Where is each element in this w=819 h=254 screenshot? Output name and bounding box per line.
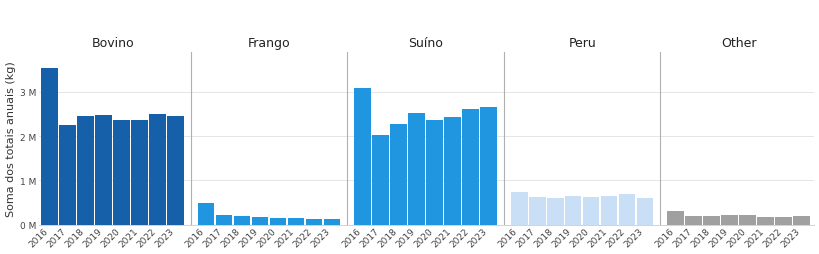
Bar xyxy=(618,195,635,225)
Text: Bovino: Bovino xyxy=(91,37,133,50)
Bar xyxy=(41,68,58,225)
Bar xyxy=(197,203,215,225)
Bar xyxy=(354,89,370,225)
Bar xyxy=(757,217,773,225)
Bar xyxy=(113,120,129,225)
Bar xyxy=(667,211,683,225)
Bar xyxy=(426,121,442,225)
Bar xyxy=(582,197,599,225)
Bar xyxy=(528,197,545,225)
Bar xyxy=(77,117,94,225)
Bar xyxy=(372,136,388,225)
Bar xyxy=(739,215,755,225)
Bar xyxy=(390,125,406,225)
Bar xyxy=(251,218,268,225)
Bar xyxy=(95,116,111,225)
Bar xyxy=(793,216,809,225)
Bar xyxy=(269,218,286,225)
Bar xyxy=(546,198,563,225)
Bar xyxy=(685,216,701,225)
Bar xyxy=(305,219,322,225)
Bar xyxy=(775,217,791,225)
Bar xyxy=(324,219,340,225)
Bar xyxy=(59,125,76,225)
Text: Frango: Frango xyxy=(247,37,290,50)
Bar xyxy=(287,218,304,225)
Bar xyxy=(408,114,424,225)
Bar xyxy=(564,196,581,225)
Bar xyxy=(233,216,250,225)
Text: Suíno: Suíno xyxy=(408,37,442,50)
Bar xyxy=(510,192,527,225)
Bar xyxy=(444,117,460,225)
Text: Other: Other xyxy=(720,37,756,50)
Bar xyxy=(636,199,653,225)
Bar xyxy=(600,196,617,225)
Bar xyxy=(703,216,719,225)
Y-axis label: Soma dos totais anuais (kg): Soma dos totais anuais (kg) xyxy=(6,61,16,216)
Bar xyxy=(721,215,737,225)
Bar xyxy=(462,109,478,225)
Bar xyxy=(149,115,165,225)
Bar xyxy=(167,117,183,225)
Bar xyxy=(131,121,147,225)
Bar xyxy=(480,108,496,225)
Text: Peru: Peru xyxy=(568,37,595,50)
Bar xyxy=(215,215,233,225)
